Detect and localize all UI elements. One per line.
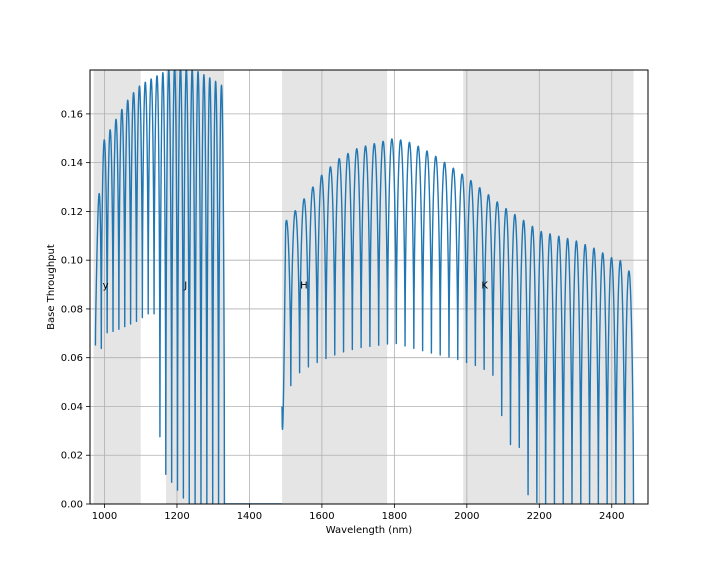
band-label-h: H (300, 281, 308, 292)
y-tick-label: 0.16 (61, 109, 83, 120)
band-label-y: y (103, 281, 109, 292)
y-axis: 0.00 0.02 0.04 0.06 0.08 0.10 0.12 0.14 0.16 (61, 109, 90, 511)
series-layer (94, 70, 635, 504)
x-tick-label: 1600 (309, 511, 334, 522)
y-tick-label: 0.14 (61, 158, 83, 169)
y-tick-label: 0.12 (61, 207, 83, 218)
band-label-j: J (183, 281, 187, 292)
y-tick-label: 0.00 (61, 500, 83, 511)
x-tick-label: 1200 (164, 511, 189, 522)
x-tick-label: 1400 (237, 511, 262, 522)
y-axis-title: Base Throughput (46, 244, 57, 330)
x-tick-label: 1000 (92, 511, 117, 522)
x-tick-label: 2400 (599, 511, 624, 522)
x-tick-label: 1800 (382, 511, 407, 522)
x-tick-label: 2000 (454, 511, 479, 522)
band-label-k: K (481, 281, 488, 292)
series-line-0 (94, 70, 635, 504)
y-tick-label: 0.10 (61, 256, 83, 267)
y-tick-label: 0.02 (61, 451, 83, 462)
y-tick-label: 0.04 (61, 402, 83, 413)
plot-frame (89, 69, 649, 505)
y-tick-label: 0.08 (61, 304, 83, 315)
x-axis: 1000 1200 1400 1600 1800 2000 2200 2400 (92, 504, 624, 522)
x-tick-label: 2200 (527, 511, 552, 522)
x-axis-title: Wavelength (nm) (326, 525, 412, 536)
y-tick-label: 0.06 (61, 353, 83, 364)
